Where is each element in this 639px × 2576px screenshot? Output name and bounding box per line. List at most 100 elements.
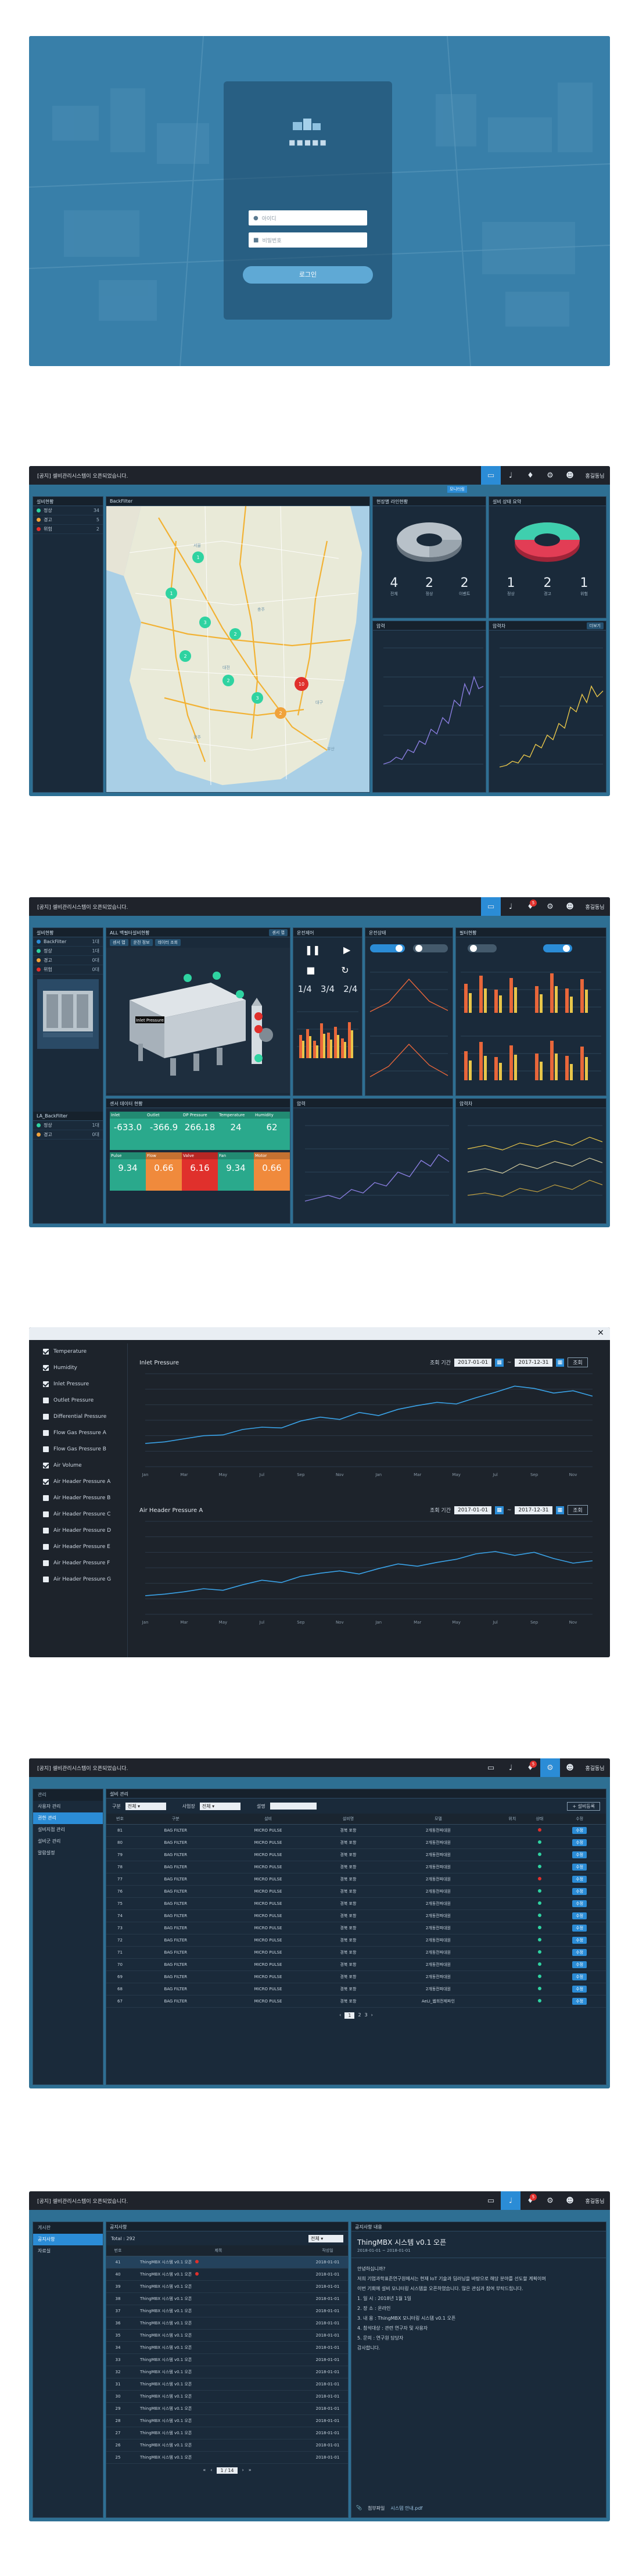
sidebar-item-normal[interactable]: 정상 1대	[33, 1121, 103, 1130]
check-flow-gas-b[interactable]: Flow Gas Pressure B	[29, 1441, 127, 1457]
next-page-icon[interactable]: ›	[371, 2012, 373, 2018]
nav-user-management[interactable]: 사용자 관리	[38, 1804, 61, 1809]
more-button[interactable]: 더보기	[586, 622, 604, 629]
nav-site-management[interactable]: 설비지점 관리	[38, 1827, 65, 1832]
filter-select[interactable]: 전체 ▾	[308, 2234, 343, 2242]
sensor-tile[interactable]: Outlet -366.9	[146, 1112, 182, 1150]
edit-button[interactable]: 수정	[572, 1826, 587, 1834]
prev-page-icon[interactable]: ‹	[339, 2012, 342, 2018]
sidebar-item-backfilter[interactable]: BackFilter 1대	[33, 937, 103, 947]
sidebar-item-normal[interactable]: 정상 1대	[33, 947, 103, 956]
checkbox[interactable]	[43, 1365, 49, 1371]
nav-notices[interactable]: 공지사항	[33, 2234, 103, 2245]
list-item[interactable]: 28 ThingMBX 시스템 v0.1 오픈 2018-01-01	[106, 2414, 348, 2427]
gear-icon[interactable]: ⚙	[547, 471, 554, 480]
date-from-input[interactable]: 2017-01-01	[454, 1506, 492, 1514]
gear-icon[interactable]: ⚙	[547, 2196, 554, 2205]
checkbox[interactable]	[43, 1544, 49, 1550]
check-flow-gas-a[interactable]: Flow Gas Pressure A	[29, 1425, 127, 1441]
search-input[interactable]	[270, 1803, 317, 1810]
date-to-input[interactable]: 2017-12-31	[515, 1506, 552, 1514]
list-item[interactable]: 25 ThingMBX 시스템 v0.1 오픈 2018-01-01	[106, 2451, 348, 2464]
table-row[interactable]: 77 BAG FILTER MICRO PULSE 경북 포항 2개동전파대원 수정	[106, 1873, 606, 1886]
monitor-icon[interactable]: ▭	[487, 2196, 495, 2205]
attachment-link[interactable]: 시스템 안내.pdf	[390, 2506, 423, 2511]
table-row[interactable]: 81 BAG FILTER MICRO PULSE 경북 포항 2개동전파대원 수정	[106, 1824, 606, 1837]
list-item[interactable]: 32 ThingMBX 시스템 v0.1 오픈 2018-01-01	[106, 2366, 348, 2378]
user-name[interactable]: 홍길동님	[585, 1765, 605, 1772]
bell-icon[interactable]: ♦	[527, 471, 534, 480]
monitor-icon[interactable]: ▭	[487, 1763, 495, 1772]
table-row[interactable]: 75 BAG FILTER MICRO PULSE 경북 포항 2개동전파대원 수정	[106, 1897, 606, 1910]
speaker-icon[interactable]: ♩	[501, 2191, 520, 2210]
edit-button[interactable]: 수정	[572, 1851, 587, 1858]
list-item[interactable]: 29 ThingMBX 시스템 v0.1 오픈 2018-01-01	[106, 2402, 348, 2415]
check-inlet-pressure[interactable]: Inlet Pressure	[29, 1376, 127, 1392]
edit-button[interactable]: 수정	[572, 1997, 587, 2005]
sidebar-item-warning[interactable]: 경고 0대	[33, 1130, 103, 1140]
play-icon[interactable]: ▶	[343, 944, 351, 955]
sensor-tile[interactable]: Temperature 24	[218, 1112, 254, 1150]
prev-page-icon[interactable]: ‹	[210, 2467, 213, 2473]
category-select[interactable]: 전체 ▾	[125, 1802, 166, 1810]
login-button[interactable]: 로그인	[243, 266, 373, 284]
table-row[interactable]: 68 BAG FILTER MICRO PULSE 경북 포항 2개동전파대원 수정	[106, 1983, 606, 1995]
sidebar-item-warning[interactable]: 경고 5	[33, 515, 103, 525]
list-item[interactable]: 31 ThingMBX 시스템 v0.1 오픈 2018-01-01	[106, 2378, 348, 2391]
edit-button[interactable]: 수정	[572, 1973, 587, 1980]
calendar-icon[interactable]: ▦	[555, 1506, 565, 1514]
check-air-header-g[interactable]: Air Header Pressure G	[29, 1571, 127, 1588]
nav-alarm-settings[interactable]: 알람설정	[38, 1850, 55, 1855]
user-name[interactable]: 홍길동님	[585, 904, 605, 911]
checkbox[interactable]	[43, 1511, 49, 1517]
checkbox[interactable]	[43, 1381, 49, 1387]
sensor-tile[interactable]: Motor 0.66	[254, 1152, 290, 1191]
list-item[interactable]: 30 ThingMBX 시스템 v0.1 오픈 2018-01-01	[106, 2390, 348, 2403]
list-item[interactable]: 36 ThingMBX 시스템 v0.1 오픈 2018-01-01	[106, 2317, 348, 2330]
password-field[interactable]: ■ 비밀번호	[249, 232, 367, 248]
checkbox[interactable]	[43, 1414, 49, 1420]
page-2[interactable]: 2	[358, 2012, 361, 2018]
table-row[interactable]: 67 BAG FILTER MICRO PULSE 경북 포항 AeLI_웹희전제파인 수…	[106, 1995, 606, 2008]
add-equipment-button[interactable]: + 설비등록	[567, 1801, 600, 1811]
checkbox[interactable]	[43, 1349, 49, 1355]
table-row[interactable]: 69 BAG FILTER MICRO PULSE 경북 포항 2개동전파대원 수정	[106, 1970, 606, 1983]
reset-icon[interactable]: ↻	[341, 965, 349, 976]
table-row[interactable]: 76 BAG FILTER MICRO PULSE 경북 포항 2개동전파대원 수정	[106, 1885, 606, 1898]
equipment-thumbnail[interactable]	[37, 979, 99, 1049]
checkbox[interactable]	[43, 1560, 49, 1566]
edit-button[interactable]: 수정	[572, 1887, 587, 1895]
last-page-icon[interactable]: »	[248, 2467, 252, 2473]
sensor-tile[interactable]: Flow 0.66	[146, 1152, 182, 1191]
sidebar-item-danger[interactable]: 위험 0대	[33, 965, 103, 974]
table-row[interactable]: 71 BAG FILTER MICRO PULSE 경북 포항 2개동전파대원 수정	[106, 1946, 606, 1959]
stop-icon[interactable]: ■	[306, 965, 315, 976]
check-temperature[interactable]: Temperature	[29, 1343, 127, 1360]
edit-button[interactable]: 수정	[572, 1924, 587, 1932]
nav-archive[interactable]: 자료실	[38, 2248, 51, 2253]
user-name[interactable]: 홍길동님	[585, 473, 605, 479]
page-3[interactable]: 3	[364, 2012, 368, 2018]
check-air-header-e[interactable]: Air Header Pressure E	[29, 1539, 127, 1555]
table-row[interactable]: 72 BAG FILTER MICRO PULSE 경북 포항 2개동전파대원 수정	[106, 1934, 606, 1947]
speaker-icon[interactable]: ♩	[508, 471, 513, 480]
user-name[interactable]: 홍길동님	[585, 2198, 605, 2205]
bell-icon[interactable]: ♦ 5	[520, 1758, 540, 1777]
date-to-input[interactable]: 2017-12-31	[515, 1358, 552, 1367]
list-item[interactable]: 37 ThingMBX 시스템 v0.1 오픈 2018-01-01	[106, 2305, 348, 2317]
list-item[interactable]: 34 ThingMBX 시스템 v0.1 오픈 2018-01-01	[106, 2341, 348, 2354]
sensor-tile[interactable]: Pulse 9.34	[110, 1152, 146, 1191]
gear-icon[interactable]: ⚙	[547, 902, 554, 911]
next-page-icon[interactable]: ›	[242, 2467, 244, 2473]
table-row[interactable]: 73 BAG FILTER MICRO PULSE 경북 포항 2개동전파대원 수정	[106, 1922, 606, 1934]
table-row[interactable]: 70 BAG FILTER MICRO PULSE 경북 포항 2개동전파대원 수정	[106, 1958, 606, 1971]
list-item[interactable]: 39 ThingMBX 시스템 v0.1 오픈 2018-01-01	[106, 2280, 348, 2293]
tab-data-query[interactable]: 데이터 조회	[155, 939, 181, 946]
list-item[interactable]: 33 ThingMBX 시스템 v0.1 오픈 2018-01-01	[106, 2353, 348, 2366]
tab-sensor-map[interactable]: 센서 맵	[110, 939, 128, 946]
edit-button[interactable]: 수정	[572, 1948, 587, 1956]
close-icon[interactable]: ✕	[597, 1328, 604, 1338]
first-page-icon[interactable]: «	[203, 2467, 206, 2473]
checkbox[interactable]	[43, 1479, 49, 1485]
edit-button[interactable]: 수정	[572, 1985, 587, 1993]
